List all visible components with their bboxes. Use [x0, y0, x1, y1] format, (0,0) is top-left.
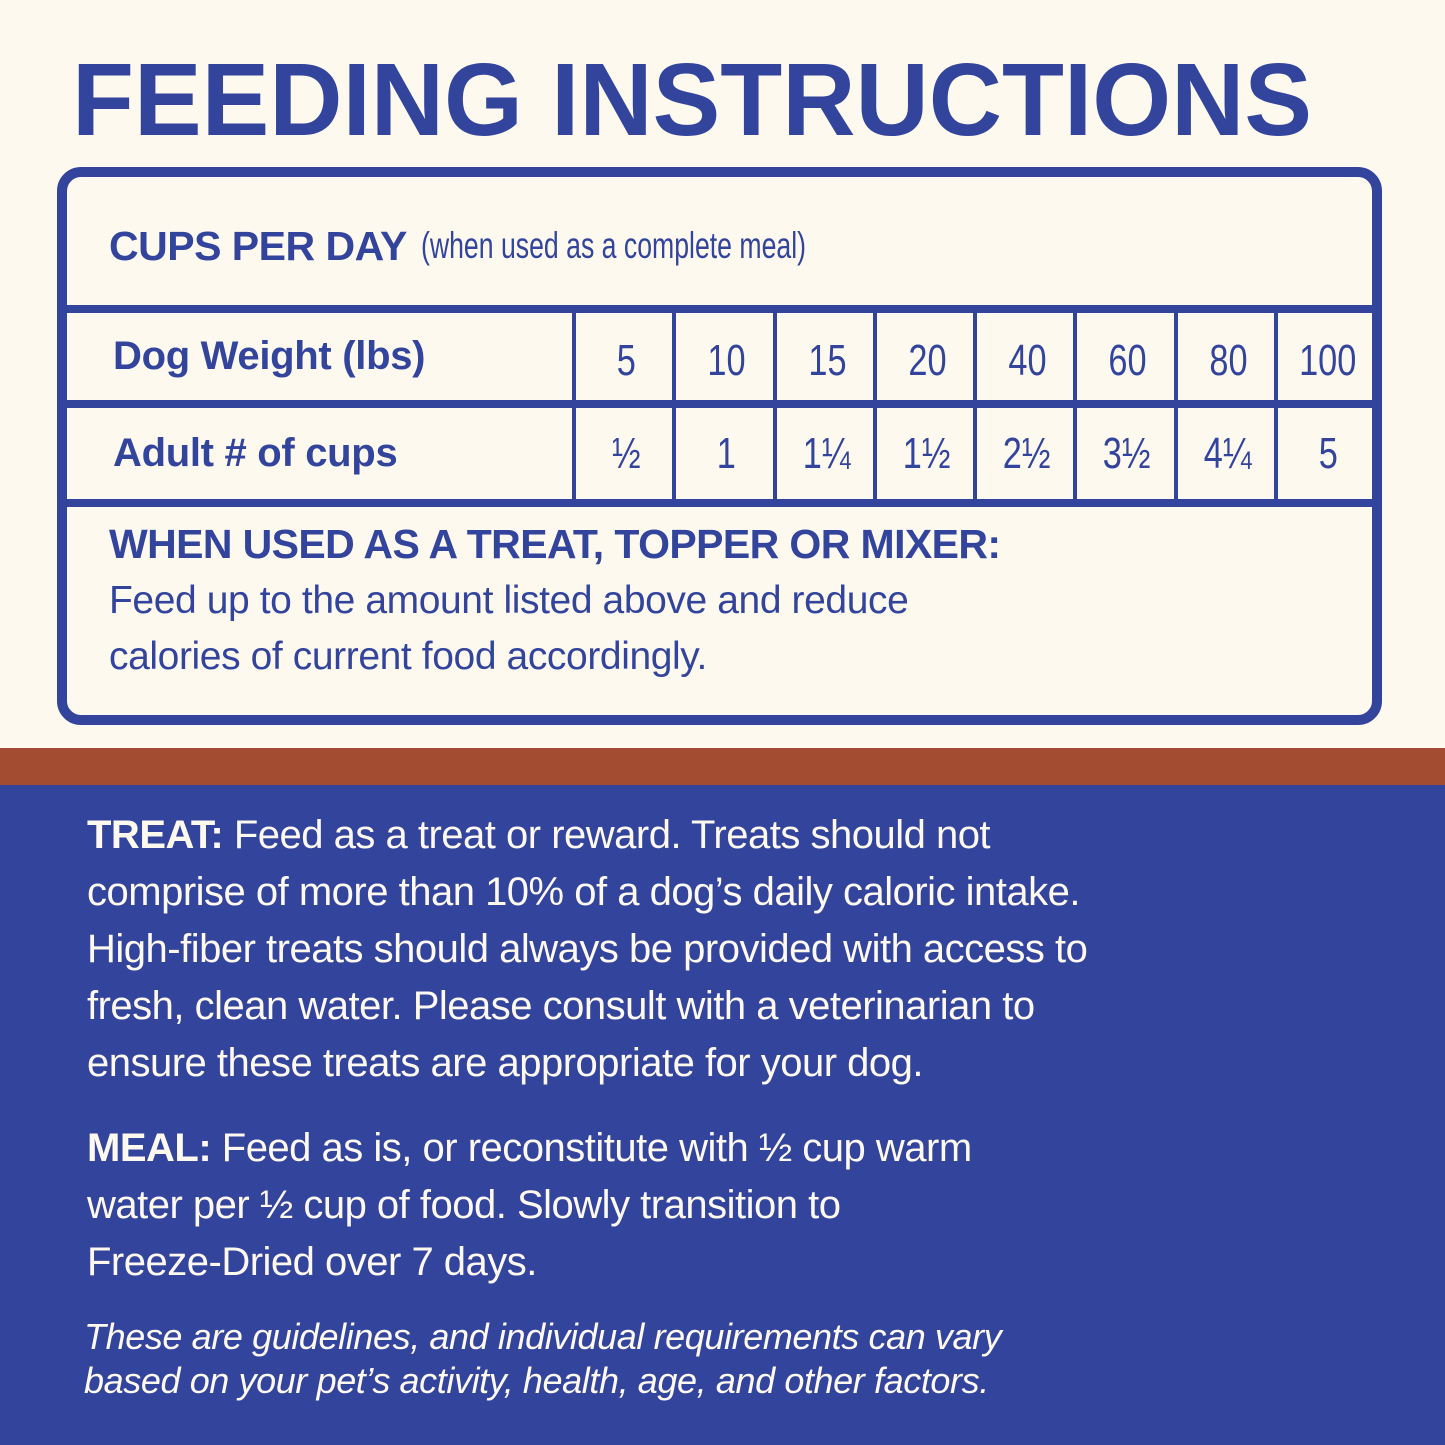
weight-cell: 100 [1299, 335, 1357, 385]
meal-instructions: MEAL: Feed as is, or reconstitute with ½… [87, 1126, 972, 1284]
page-title: FEEDING INSTRUCTIONS [72, 42, 1313, 157]
column-divider [1174, 313, 1178, 499]
treat-topper-mixer-note: WHEN USED AS A TREAT, TOPPER OR MIXER: F… [109, 517, 1359, 685]
divider-band [0, 748, 1445, 785]
table-header: CUPS PER DAY (when used as a complete me… [67, 177, 1372, 305]
column-divider [572, 313, 576, 499]
weight-cell: 60 [1107, 335, 1147, 385]
column-divider [1274, 313, 1278, 499]
guidelines-disclaimer: These are guidelines, and individual req… [84, 1316, 1002, 1401]
cups-cell: 1¼ [803, 428, 851, 478]
dog-weight-label: Dog Weight (lbs) [113, 334, 426, 378]
weight-cell: 80 [1208, 335, 1248, 385]
weight-cell: 10 [706, 335, 746, 385]
complete-meal-note: (when used as a complete meal) [420, 225, 806, 266]
treat-topper-mixer-heading: WHEN USED AS A TREAT, TOPPER OR MIXER: [109, 521, 1001, 567]
table-divider [67, 305, 1372, 313]
treat-instructions: TREAT: Feed as a treat or reward. Treats… [87, 813, 1088, 1085]
adult-cups-label: Adult # of cups [113, 431, 398, 475]
instructions-panel: TREAT: Feed as a treat or reward. Treats… [0, 785, 1445, 1445]
table-divider [67, 499, 1372, 507]
weight-cell: 40 [1007, 335, 1047, 385]
cups-cell: ½ [611, 428, 641, 478]
treat-label: TREAT: [87, 813, 224, 857]
feeding-table-card: CUPS PER DAY (when used as a complete me… [57, 167, 1382, 725]
cups-cell: 4¼ [1204, 428, 1252, 478]
cups-cell: 3½ [1103, 428, 1151, 478]
cups-cell: 1 [716, 428, 736, 478]
weight-cell: 5 [616, 335, 636, 385]
column-divider [773, 313, 777, 499]
column-divider [873, 313, 877, 499]
cups-cell: 2½ [1003, 428, 1051, 478]
cups-per-day-heading: CUPS PER DAY [109, 222, 407, 269]
cups-cell: 5 [1318, 428, 1338, 478]
column-divider [672, 313, 676, 499]
meal-label: MEAL: [87, 1126, 212, 1170]
weight-cell: 20 [907, 335, 947, 385]
table-divider [67, 400, 1372, 408]
column-divider [1073, 313, 1077, 499]
column-divider [973, 313, 977, 499]
treat-topper-mixer-text: Feed up to the amount listed above and r… [109, 579, 909, 678]
weight-cell: 15 [807, 335, 847, 385]
cups-cell: 1½ [903, 428, 951, 478]
